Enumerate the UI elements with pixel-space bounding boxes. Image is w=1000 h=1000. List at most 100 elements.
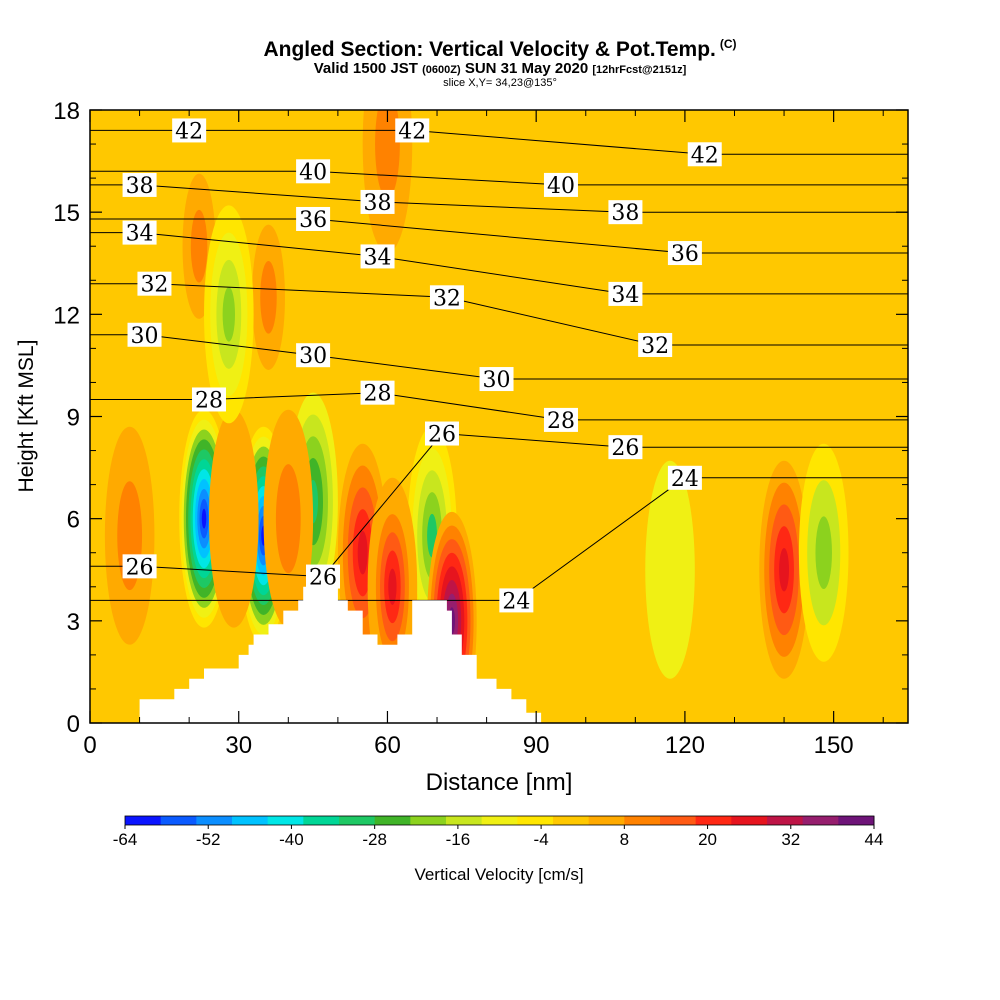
contour-label: 36	[296, 206, 331, 233]
contour-label-text: 34	[126, 222, 154, 247]
contour-label: 32	[137, 271, 172, 298]
colorbar-segment	[303, 816, 340, 825]
colorbar: -64 -52 -40 -28 -16 -4 8 20 32 44	[113, 815, 884, 849]
colorbar-segment	[446, 816, 483, 825]
contour-label: 28	[360, 380, 395, 407]
contour-label: 28	[191, 387, 226, 413]
contour-label: 34	[122, 220, 157, 247]
contour-label-text: 24	[502, 589, 530, 614]
contour-label-text: 30	[131, 324, 159, 349]
colorbar-tick-label: -4	[534, 830, 549, 849]
colorbar-tick-label: 8	[620, 830, 629, 849]
velocity-band	[779, 547, 790, 592]
velocity-cell	[263, 409, 314, 628]
y-tick-label: 9	[67, 405, 80, 432]
contour-label-box	[296, 343, 331, 368]
velocity-cell	[645, 460, 695, 679]
colorbar-segment	[267, 816, 304, 825]
chart-title-text: Angled Section: Vertical Velocity & Pot.…	[263, 38, 716, 61]
contour-label: 36	[667, 241, 702, 267]
contour-label-box	[608, 200, 643, 225]
velocity-band	[222, 287, 236, 342]
x-axis-label: Distance [nm]	[426, 769, 573, 796]
contour-label-box	[608, 281, 643, 306]
colorbar-segment	[767, 816, 804, 825]
contour-label-box	[667, 465, 702, 490]
colorbar-segment	[374, 816, 411, 825]
contour-label-text: 32	[140, 273, 168, 298]
contour-label-box	[122, 220, 157, 245]
contour-label-text: 28	[195, 388, 223, 413]
contour-label-text: 40	[299, 160, 327, 185]
velocity-band	[190, 209, 208, 283]
contour-label-box	[424, 421, 459, 446]
contour-label-box	[608, 435, 643, 460]
velocity-cell	[798, 443, 849, 662]
colorbar-label: Vertical Velocity [cm/s]	[414, 865, 583, 884]
colorbar-tick-label: -64	[113, 830, 138, 849]
colorbar-tick-label: 44	[865, 830, 884, 849]
colorbar-segment	[410, 816, 447, 825]
y-tick-label: 18	[53, 98, 80, 125]
colorbar-frame	[124, 815, 875, 826]
contour-label: 26	[608, 435, 643, 461]
colorbar-segment	[339, 816, 376, 825]
contour-label-text: 26	[309, 566, 337, 591]
colorbar-segment	[695, 816, 732, 825]
theta-contour-36	[90, 218, 908, 254]
colorbar-tick-label: 20	[698, 830, 717, 849]
valid-time-line: Valid 1500 JST (0600Z) SUN 31 May 2020 […	[0, 60, 1000, 77]
contour-label-box	[499, 588, 534, 613]
colorbar-segment	[481, 816, 518, 825]
contour-label-box	[479, 367, 514, 392]
contour-label-text: 32	[641, 334, 669, 359]
contour-label-box	[296, 159, 331, 184]
contour-label-text: 38	[126, 174, 154, 199]
colorbar-tick-label: -16	[446, 830, 471, 849]
contour-label-text: 26	[428, 423, 456, 448]
slice-info: slice X,Y= 34,23@135°	[443, 77, 557, 89]
y-tick-label: 0	[67, 711, 80, 738]
y-tick-label: 15	[53, 200, 80, 227]
contour-label-text: 38	[611, 201, 639, 226]
velocity-cell	[362, 110, 413, 254]
colorbar-segment	[553, 816, 590, 825]
contour-label-box	[543, 407, 578, 432]
colorbar-segment	[125, 816, 162, 825]
velocity-band	[388, 568, 397, 605]
contour-label-text: 26	[611, 436, 639, 461]
contour-label-box	[306, 564, 341, 589]
contour-label-box	[360, 189, 395, 214]
contour-label: 26	[424, 421, 459, 448]
contour-label-text: 42	[691, 143, 719, 168]
contour-label: 40	[543, 172, 578, 199]
contour-label-text: 32	[433, 286, 461, 311]
velocity-band	[357, 530, 368, 575]
utc-time: (0600Z)	[422, 64, 461, 76]
contour-label-box	[360, 244, 395, 269]
x-tick-label: 150	[814, 732, 854, 759]
contour-label: 32	[429, 285, 464, 311]
colorbar-tick-label: -52	[196, 830, 221, 849]
contour-label-text: 28	[364, 382, 392, 407]
x-tick-label: 90	[523, 732, 550, 759]
x-tick-label: 0	[83, 732, 96, 759]
colorbar-segment	[517, 816, 554, 825]
theta-contour-40	[90, 170, 908, 186]
colorbar-segment	[196, 816, 233, 825]
contour-label: 32	[638, 332, 673, 359]
contour-label: 42	[172, 118, 207, 144]
y-axis-label: Height [Kft MSL]	[15, 340, 38, 493]
x-tick-label: 120	[665, 732, 705, 759]
colorbar-segment	[588, 816, 625, 825]
contour-labels: 42 42 42 40 40 38 38 38 36 36 34 34 34 32 32 32 30 30 30 28…	[122, 118, 722, 614]
contour-label: 26	[122, 554, 157, 580]
y-tick-label: 12	[53, 302, 80, 329]
chart-title: Angled Section: Vertical Velocity & Pot.…	[0, 37, 1000, 62]
contour-label-box	[667, 241, 702, 266]
colorbar-tick-label: 32	[781, 830, 800, 849]
velocity-band	[260, 260, 277, 334]
colorbar-tick-label: -40	[279, 830, 304, 849]
